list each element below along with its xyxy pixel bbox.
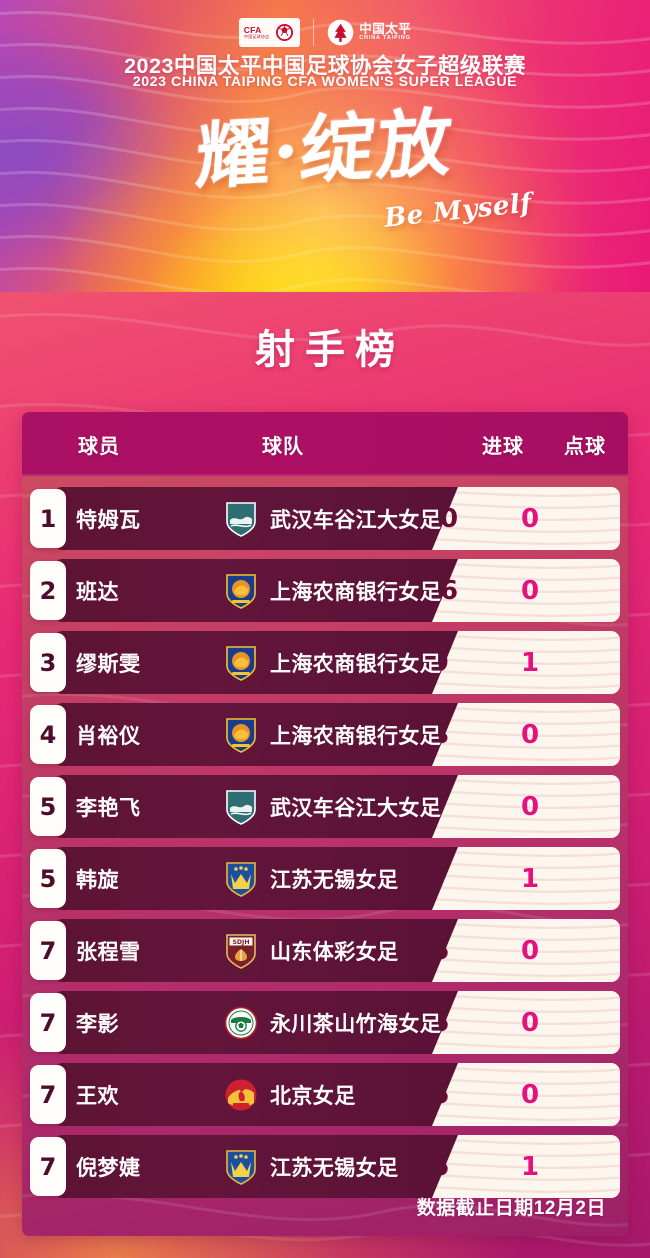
cfa-logo-sublabel: 中国足球协会 bbox=[243, 33, 270, 39]
table-row[interactable]: 6 0 张程雪 SDJH 山东体彩女足 7 bbox=[22, 919, 628, 982]
rank-badge: 7 bbox=[30, 921, 66, 980]
row-name-plate: 李影 永川茶山竹海女足 bbox=[54, 991, 458, 1054]
team-name: 上海农商银行女足 bbox=[270, 724, 442, 748]
table-row[interactable]: 6 0 李影 永川茶山竹海女足 7 bbox=[22, 991, 628, 1054]
penalties-value: 0 bbox=[520, 935, 540, 966]
team-name: 武汉车谷江大女足 bbox=[270, 508, 442, 532]
rank-badge: 3 bbox=[30, 633, 66, 692]
table-header-row: 球员 球队 进球 点球 bbox=[22, 412, 628, 476]
slogan-artwork: 耀·绽放 Be Myself bbox=[0, 100, 650, 234]
leaderboard-card: 球员 球队 进球 点球 3 0 0 特姆瓦 武汉车谷江大女足 bbox=[22, 412, 628, 1236]
player-name: 肖裕仪 bbox=[76, 724, 141, 748]
svg-text:SDJH: SDJH bbox=[232, 939, 249, 946]
taiping-mark-icon bbox=[327, 19, 354, 46]
rank-badge: 2 bbox=[30, 561, 66, 620]
taiping-logo-en: CHINA TAIPING bbox=[359, 35, 411, 42]
rank-badge: 4 bbox=[30, 705, 66, 764]
slogan-en: Be Myself bbox=[382, 188, 534, 234]
penalties-value: 0 bbox=[520, 791, 540, 822]
data-cutoff-note: 数据截止日期12月2日 bbox=[416, 1198, 606, 1219]
row-name-plate: 李艳飞 武汉车谷江大女足 bbox=[54, 775, 458, 838]
player-name: 张程雪 bbox=[76, 940, 141, 964]
player-name: 倪梦婕 bbox=[76, 1156, 141, 1180]
cfa-ball-icon bbox=[276, 23, 294, 42]
player-name: 李影 bbox=[76, 1012, 119, 1036]
row-name-plate: 班达 上海农商银行女足 bbox=[54, 559, 458, 622]
row-name-plate: 特姆瓦 武汉车谷江大女足 bbox=[54, 487, 458, 550]
rank-badge: 5 bbox=[30, 777, 66, 836]
table-row[interactable]: 6 0 王欢 北京女足 7 bbox=[22, 1063, 628, 1126]
table-row[interactable]: 6 1 倪梦婕 江苏无锡女足 7 bbox=[22, 1135, 628, 1198]
penalties-value: 0 bbox=[520, 575, 540, 606]
logo-divider bbox=[313, 19, 315, 46]
rank-badge: 7 bbox=[30, 1065, 66, 1124]
team-name: 上海农商银行女足 bbox=[270, 580, 442, 604]
team-badge-shanghai-icon bbox=[224, 644, 258, 682]
cfa-logo-text: CFA 中国足球协会 bbox=[244, 26, 272, 39]
column-header-player: 球员 bbox=[78, 435, 120, 458]
team-badge-beijing-icon bbox=[224, 1076, 258, 1114]
penalties-value: 1 bbox=[520, 1151, 540, 1182]
cfa-logo: CFA 中国足球协会 bbox=[238, 18, 301, 47]
rank-badge: 5 bbox=[30, 849, 66, 908]
player-name: 韩旋 bbox=[76, 868, 119, 892]
team-name: 江苏无锡女足 bbox=[270, 868, 399, 892]
team-badge-jiangsu-icon bbox=[224, 860, 258, 898]
penalties-value: 0 bbox=[520, 719, 540, 750]
hero-banner: CFA 中国足球协会 中国太平 CH bbox=[0, 0, 650, 292]
team-name: 北京女足 bbox=[270, 1084, 356, 1108]
column-header-penalties: 点球 bbox=[564, 435, 606, 458]
player-name: 李艳飞 bbox=[76, 796, 141, 820]
team-badge-jiangsu-icon bbox=[224, 1148, 258, 1186]
rank-badge: 1 bbox=[30, 489, 66, 548]
league-title-en: 2023 CHINA TAIPING CFA WOMEN'S SUPER LEA… bbox=[132, 74, 518, 90]
column-header-team: 球队 bbox=[262, 435, 304, 458]
player-name: 特姆瓦 bbox=[76, 508, 141, 532]
row-name-plate: 王欢 北京女足 bbox=[54, 1063, 458, 1126]
team-badge-wuhan-icon bbox=[224, 788, 258, 826]
slogan-cn: 耀·绽放 bbox=[193, 99, 457, 201]
content-band: 射手榜 球员 球队 进球 点球 bbox=[0, 292, 650, 1258]
team-name: 江苏无锡女足 bbox=[270, 1156, 399, 1180]
team-name: 永川茶山竹海女足 bbox=[270, 1012, 442, 1036]
team-badge-wuhan-icon bbox=[224, 500, 258, 538]
row-name-plate: 肖裕仪 上海农商银行女足 bbox=[54, 703, 458, 766]
row-name-plate: 缪斯雯 上海农商银行女足 bbox=[54, 631, 458, 694]
leaderboard-rows: 30 0 特姆瓦 武汉车谷江大女足 1 16 0 班达 bbox=[22, 476, 628, 1198]
penalties-value: 0 bbox=[520, 1079, 540, 1110]
row-name-plate: 倪梦婕 江苏无锡女足 bbox=[54, 1135, 458, 1198]
table-row[interactable]: 16 0 班达 上海农商银行女足 2 bbox=[22, 559, 628, 622]
table-row[interactable]: 8 0 肖裕仪 上海农商银行女足 4 bbox=[22, 703, 628, 766]
table-row[interactable]: 7 0 李艳飞 武汉车谷江大女足 5 bbox=[22, 775, 628, 838]
table-row[interactable]: 9 1 缪斯雯 上海农商银行女足 3 bbox=[22, 631, 628, 694]
team-badge-shanghai-icon bbox=[224, 716, 258, 754]
rank-badge: 7 bbox=[30, 1137, 66, 1196]
team-badge-yongchuan-icon bbox=[224, 1004, 258, 1042]
penalties-value: 0 bbox=[520, 1007, 540, 1038]
column-header-goals: 进球 bbox=[482, 435, 524, 458]
table-row[interactable]: 7 1 韩旋 江苏无锡女足 5 bbox=[22, 847, 628, 910]
rank-badge: 7 bbox=[30, 993, 66, 1052]
penalties-value: 1 bbox=[520, 863, 540, 894]
player-name: 缪斯雯 bbox=[76, 652, 141, 676]
team-name: 武汉车谷江大女足 bbox=[270, 796, 442, 820]
table-row[interactable]: 30 0 特姆瓦 武汉车谷江大女足 1 bbox=[22, 487, 628, 550]
row-name-plate: 韩旋 江苏无锡女足 bbox=[54, 847, 458, 910]
logo-row: CFA 中国足球协会 中国太平 CH bbox=[0, 18, 650, 47]
page-title: 射手榜 bbox=[255, 328, 405, 372]
penalties-value: 0 bbox=[520, 503, 540, 534]
team-name: 山东体彩女足 bbox=[270, 940, 399, 964]
team-badge-shandong-icon: SDJH bbox=[224, 932, 258, 970]
taiping-logo-text: 中国太平 CHINA TAIPING bbox=[359, 22, 411, 42]
player-name: 王欢 bbox=[76, 1084, 119, 1108]
row-name-plate: 张程雪 SDJH 山东体彩女足 bbox=[54, 919, 458, 982]
team-name: 上海农商银行女足 bbox=[270, 652, 442, 676]
china-taiping-logo: 中国太平 CHINA TAIPING bbox=[327, 19, 411, 46]
player-name: 班达 bbox=[76, 580, 119, 604]
penalties-value: 1 bbox=[520, 647, 540, 678]
team-badge-shanghai-icon bbox=[224, 572, 258, 610]
